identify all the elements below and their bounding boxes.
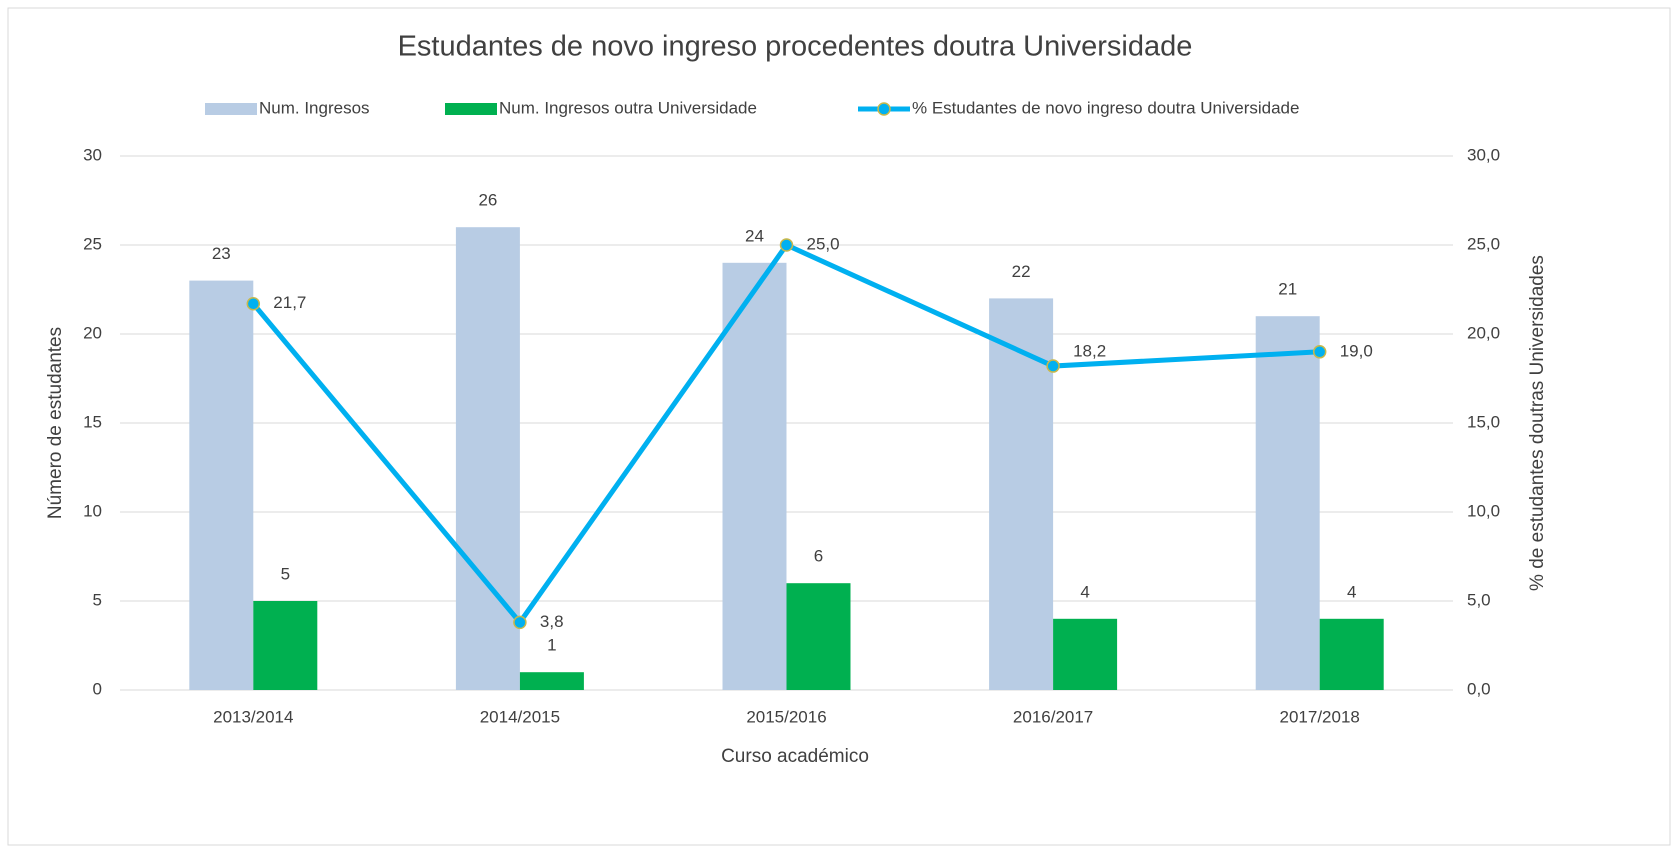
y2-tick-label: 25,0 — [1467, 234, 1500, 253]
bar-value-label: 23 — [212, 244, 231, 263]
x-tick-label: 2013/2014 — [213, 707, 293, 726]
bar — [1255, 316, 1320, 690]
line-value-label: 3,8 — [540, 612, 564, 631]
bar-value-label: 5 — [281, 564, 290, 583]
x-tick-label: 2016/2017 — [1013, 707, 1093, 726]
bar-value-label: 4 — [1080, 582, 1089, 601]
bar-value-label: 21 — [1278, 280, 1297, 299]
legend-marker — [877, 102, 891, 116]
x-axis-title: Curso académico — [721, 746, 869, 767]
y-tick-label: 0 — [93, 679, 102, 698]
line-value-label: 18,2 — [1073, 342, 1106, 361]
line-marker — [1312, 345, 1327, 359]
line-marker — [513, 615, 527, 630]
y-tick-label: 10 — [83, 501, 102, 520]
line-value-label: 19,0 — [1340, 341, 1373, 360]
bar — [253, 601, 318, 690]
bar — [1319, 618, 1384, 690]
legend-label: Num. Ingresos — [259, 98, 370, 117]
y-tick-label: 25 — [83, 234, 102, 253]
y2-tick-label: 10,0 — [1467, 501, 1500, 520]
bar — [519, 672, 584, 690]
bar-value-label: 26 — [478, 191, 497, 210]
y-tick-label: 5 — [93, 590, 102, 609]
y-tick-label: 15 — [83, 412, 102, 431]
line-value-label: 25,0 — [807, 234, 840, 253]
line-marker — [1046, 359, 1060, 373]
line-marker — [779, 238, 794, 252]
bar-value-label: 4 — [1347, 582, 1356, 601]
legend-swatch — [205, 103, 257, 115]
legend-label: % Estudantes de novo ingreso doutra Univ… — [912, 98, 1299, 117]
bar — [1053, 618, 1118, 690]
chart-border — [7, 7, 1671, 846]
y-tick-label: 20 — [83, 323, 102, 342]
line-marker — [246, 296, 261, 311]
line-value-label: 21,7 — [273, 293, 306, 312]
bar — [722, 262, 787, 690]
bar — [189, 280, 254, 690]
y2-tick-label: 30,0 — [1467, 145, 1500, 164]
bar — [989, 298, 1054, 690]
x-tick-label: 2015/2016 — [746, 707, 826, 726]
bar-value-label: 22 — [1012, 262, 1031, 281]
bar — [786, 583, 851, 690]
y2-tick-label: 0,0 — [1467, 679, 1491, 698]
bar-value-label: 24 — [745, 226, 764, 245]
x-tick-label: 2014/2015 — [480, 707, 560, 726]
y2-axis-title: % de estudantes doutras Universidades — [1527, 255, 1548, 591]
y2-tick-label: 20,0 — [1467, 323, 1500, 342]
y2-tick-label: 15,0 — [1467, 412, 1500, 431]
x-tick-label: 2017/2018 — [1280, 707, 1360, 726]
bar — [455, 227, 520, 690]
y2-tick-label: 5,0 — [1467, 590, 1491, 609]
y-axis-title: Número de estudantes — [45, 327, 66, 519]
legend-swatch — [445, 103, 497, 115]
chart-title: Estudantes de novo ingreso procedentes d… — [398, 31, 1193, 63]
bar-value-label: 6 — [814, 547, 823, 566]
y-tick-label: 30 — [83, 145, 102, 164]
legend-label: Num. Ingresos outra Universidade — [499, 98, 757, 117]
bar-value-label: 1 — [547, 636, 556, 655]
